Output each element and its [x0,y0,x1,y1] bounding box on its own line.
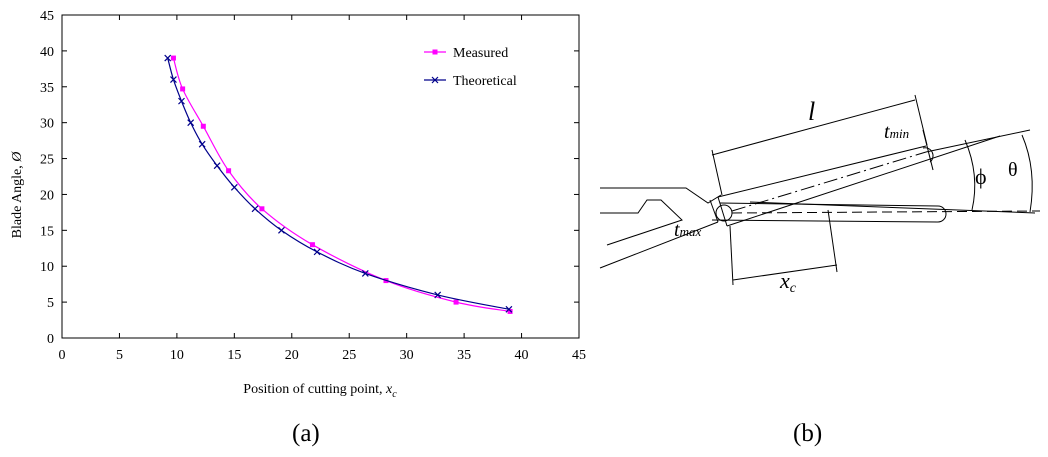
x-tick-label: 20 [285,348,299,363]
x-tick-label: 25 [342,348,356,363]
panel-label-a: (a) [292,420,320,447]
legend-measured-marker [432,49,438,55]
chart-legend: Measured Theoretical [424,46,517,89]
label-theta: θ [1008,159,1018,181]
data-point-theoretical [434,291,442,299]
data-point-measured [170,55,176,61]
data-point-theoretical [230,183,238,191]
y-axis-label: Blade Angle, Ø [10,151,25,239]
dim-l [711,99,916,156]
data-point-theoretical [187,119,195,127]
series-line-1 [167,57,510,310]
x-tick-label: 30 [400,348,414,363]
arc-theta [1021,134,1033,213]
data-point-theoretical [198,140,206,148]
x-tick-label: 15 [227,348,241,363]
legend-theoretical-label: Theoretical [453,74,517,89]
tick-tmin [922,129,934,171]
label-tmax: tmax [674,219,701,241]
data-point-theoretical [361,269,369,277]
y-tick-label: 5 [47,296,54,311]
slotted-arm [711,202,947,223]
legend-theoretical-marker [431,76,439,84]
holder-lower [600,199,683,246]
data-point-theoretical [170,76,177,84]
dim-xc [732,264,838,281]
pivot-circle [715,204,733,222]
data-point-theoretical [213,162,221,170]
holder-bottom [599,221,719,269]
blade-geometry-diagram: l tmin tmax xc ϕ θ [599,94,1040,295]
plot-frame [61,14,580,339]
blade-angle-chart: 0 5 10 15 20 25 30 35 40 45 0 5 10 15 20 25 30 35 40 45 Mea… [10,9,586,400]
y-tick-label: 40 [40,45,54,60]
data-point-theoretical [251,205,259,213]
y-tick-label: 10 [40,260,54,275]
label-tmin: tmin [884,121,909,143]
holder-outline [600,187,722,204]
y-tick-label: 20 [40,188,54,203]
label-l: l [808,97,815,126]
data-point-measured [226,168,232,174]
arc-phi [964,139,976,211]
tick-tmax [709,199,719,223]
x-tick-label: 5 [116,348,123,363]
y-tick-label: 45 [40,9,54,24]
legend-measured-label: Measured [453,46,508,61]
data-point-theoretical [278,226,285,234]
data-point-theoretical [178,97,185,105]
data-point-measured [453,299,459,305]
data-point-measured [259,206,265,212]
blade-tip [922,147,934,163]
data-point-theoretical [313,248,321,256]
blade-back [717,196,728,227]
x-tick-label: 40 [515,348,529,363]
y-tick-label: 0 [47,332,54,347]
label-xc: xc [779,268,797,295]
x-tick-label: 0 [59,348,66,363]
dim-xc-ext1 [729,225,734,286]
x-axis-label: Position of cutting point, xc [243,382,397,400]
data-point-measured [309,242,315,248]
y-tick-label: 15 [40,224,54,239]
x-tick-label: 45 [572,348,586,363]
data-point-measured [200,123,206,129]
blade-centerline [731,151,927,212]
line-upper [925,129,1031,153]
blade-upper-edge [717,145,927,198]
chart-series [164,54,513,314]
y-tick-label: 25 [40,153,54,168]
x-tick-label: 35 [457,348,471,363]
dim-xc-ext2 [827,209,838,273]
y-tick-label: 30 [40,117,54,132]
x-tick-label: 10 [170,348,184,363]
data-point-theoretical [164,54,172,62]
chart-axes [61,14,580,339]
data-point-measured [507,308,513,314]
panel-label-b: (b) [793,420,823,447]
dim-l-ext1 [711,149,723,196]
data-point-theoretical [505,305,513,313]
data-point-measured [180,86,186,92]
chart-tick-labels: 0 5 10 15 20 25 30 35 40 45 0 5 10 15 20 25 30 35 40 45 [40,9,586,363]
series-line-0 [172,57,511,313]
label-phi: ϕ [975,164,987,189]
line-theta [749,201,1036,214]
blade-lower-edge [726,135,1001,227]
y-tick-label: 35 [40,81,54,96]
